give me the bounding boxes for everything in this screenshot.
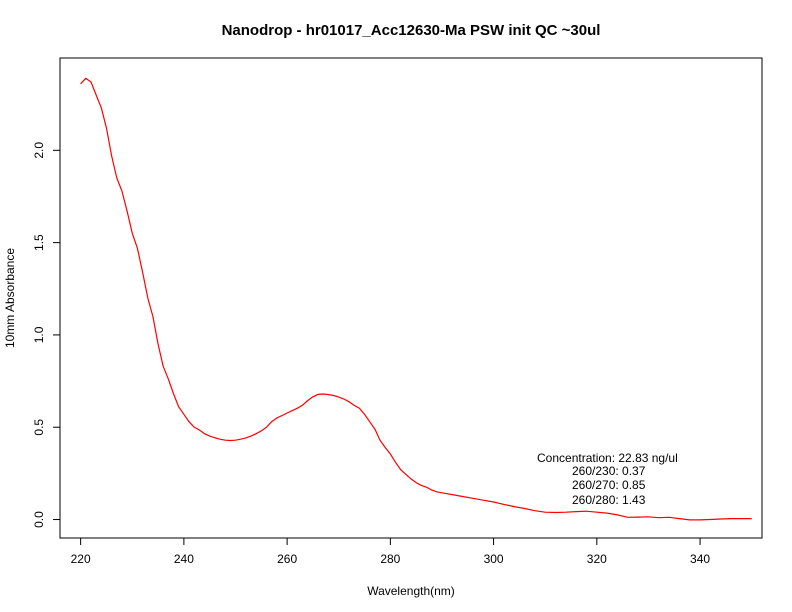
y-axis-label: 10mm Absorbance — [3, 248, 17, 348]
x-tick-label: 220 — [71, 552, 91, 566]
y-tick-label: 0.0 — [32, 511, 46, 528]
x-tick-label: 240 — [174, 552, 194, 566]
x-tick-label: 260 — [277, 552, 297, 566]
x-tick-label: 300 — [484, 552, 504, 566]
stats-annotation: Concentration: 22.83 ng/ul 260/230: 0.37… — [537, 451, 678, 507]
ratio-260-230-text: 260/230: 0.37 — [572, 464, 646, 478]
y-tick-label: 1.0 — [32, 326, 46, 343]
series-layer — [80, 77, 752, 521]
x-tick-label: 340 — [690, 552, 710, 566]
x-axis: 220 240 260 280 300 320 340 — [71, 537, 710, 566]
ratio-260-270-text: 260/270: 0.85 — [572, 478, 646, 492]
plot-frame — [59, 57, 763, 539]
y-tick-label: 2.0 — [32, 142, 46, 159]
chart-title: Nanodrop - hr01017_Acc12630-Ma PSW init … — [222, 22, 601, 39]
x-tick-label: 320 — [587, 552, 607, 566]
concentration-text: Concentration: 22.83 ng/ul — [537, 451, 678, 465]
x-axis-label: Wavelength(nm) — [367, 584, 455, 598]
ratio-260-280-text: 260/280: 1.43 — [572, 493, 646, 507]
y-tick-label: 0.5 — [32, 419, 46, 436]
y-tick-label: 1.5 — [32, 234, 46, 251]
absorbance-series-line — [80, 77, 752, 521]
y-axis: 0.0 0.5 1.0 1.5 2.0 — [32, 142, 61, 528]
x-tick-label: 280 — [380, 552, 400, 566]
